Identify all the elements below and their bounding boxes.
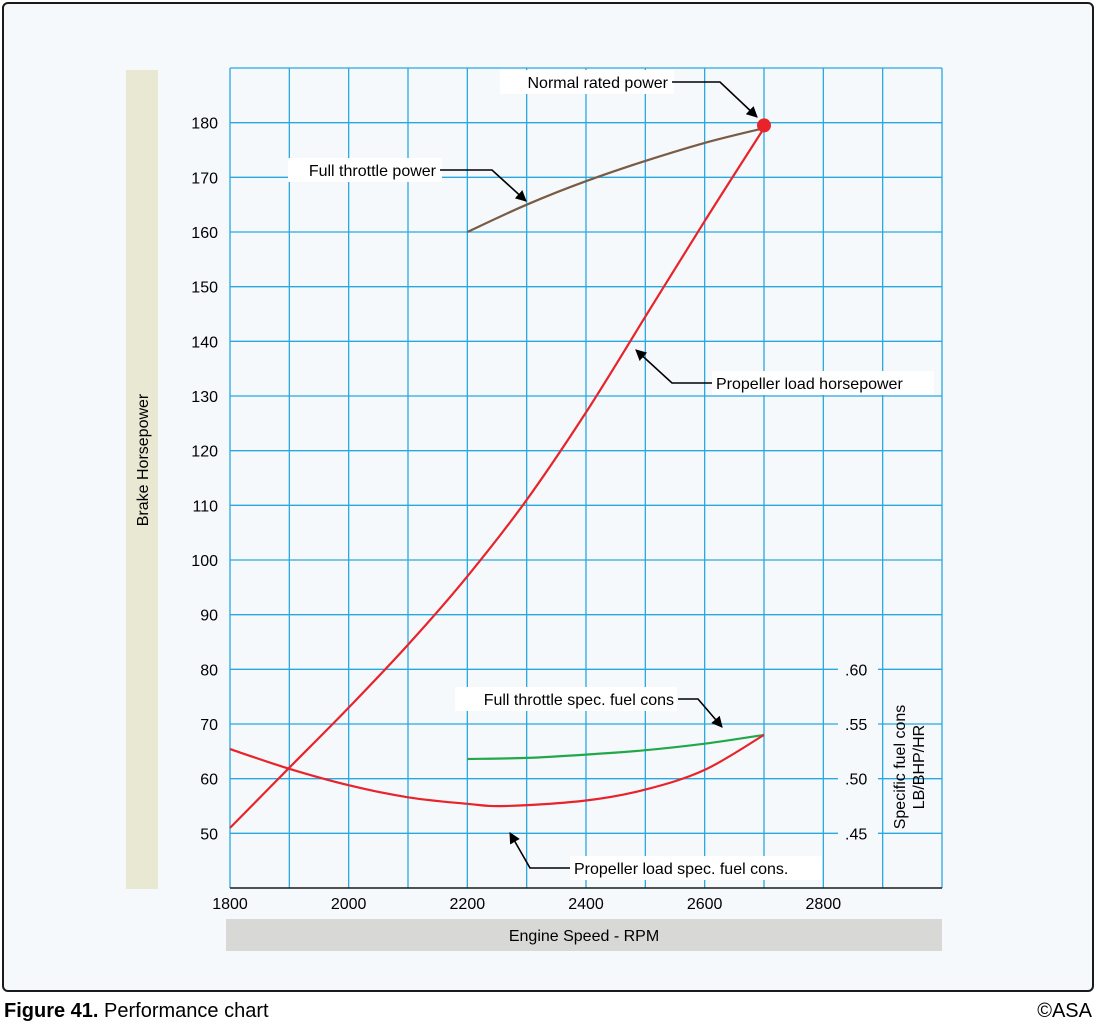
y2-tick-backing (838, 822, 878, 845)
annotations: Normal rated power Full throttle power Pro… (288, 70, 934, 880)
annotation-backing (288, 158, 442, 182)
annotation-leader (672, 81, 758, 118)
series-line-propeller-load-horsepower (229, 127, 765, 829)
y-tick-label: 60 (200, 772, 218, 789)
x-tick-label: 2600 (687, 896, 723, 913)
annotation-label: Normal rated power (528, 75, 669, 92)
x-tick-label: 1800 (212, 896, 248, 913)
y2-tick-label: .60 (845, 662, 867, 679)
annotation-label: Full throttle power (309, 163, 437, 180)
y-tick-label: 80 (200, 662, 218, 679)
annotation-backing (712, 371, 934, 395)
y2-tick-backing (838, 713, 878, 735)
annotation-leader (440, 169, 527, 202)
y-tick-label: 90 (200, 608, 218, 625)
y-axis-label-band (126, 70, 158, 889)
y-tick-label: 120 (191, 444, 218, 461)
y-tick-label: 130 (191, 389, 218, 406)
y2-tick-label: .50 (845, 772, 867, 789)
copyright: ©ASA (1037, 1000, 1092, 1022)
y2-axis-title-line1: Specific fuel cons (892, 705, 909, 830)
performance-chart: 50 60 70 80 90 100 110 120 130 140 150 160 170 180 180… (126, 67, 943, 951)
figure-title: Performance chart (104, 1000, 269, 1022)
y-tick-label: 50 (200, 826, 218, 843)
annotation-label: Propeller load horsepower (716, 376, 903, 393)
y2-tick-backing (838, 767, 878, 790)
y2-tick-label: .55 (845, 717, 867, 734)
y-axis-title: Brake Horsepower (135, 393, 152, 526)
y-tick-label: 100 (191, 553, 218, 570)
annotation-leader (509, 832, 570, 869)
annotation-backing (455, 687, 677, 711)
series-line-full-throttle-spec-fuel-cons (467, 733, 765, 761)
x-tick-label: 2800 (806, 896, 842, 913)
annotation-leader (678, 698, 723, 728)
x-tick-label: 2400 (568, 896, 604, 913)
y2-axis-title-line2: LB/BHP/HR (911, 725, 928, 809)
y-tick-label: 150 (191, 280, 218, 297)
annotation-leader (635, 349, 712, 384)
y2-tick-label: .45 (845, 826, 867, 843)
y-tick-label: 70 (200, 717, 218, 734)
x-axis-title: Engine Speed - RPM (509, 928, 659, 945)
y-tick-label: 110 (192, 498, 218, 515)
y-tick-label: 160 (191, 225, 218, 242)
normal-rated-power-marker (757, 118, 771, 133)
figure-frame (2, 2, 1094, 992)
figure-caption: Figure 41. Performance chart (4, 1000, 269, 1023)
annotation-label: Propeller load spec. fuel cons. (574, 861, 788, 878)
series-line-full-throttle-power (466, 127, 765, 233)
x-axis-label-band (226, 919, 942, 951)
y2-tick-backing (838, 658, 878, 681)
series-group (229, 118, 771, 829)
annotation-label: Full throttle spec. fuel cons (484, 692, 674, 709)
y-tick-label: 180 (191, 116, 218, 133)
annotation-backing (570, 856, 822, 880)
x-tick-label: 2000 (331, 896, 367, 913)
series-line-propeller-load-spec-fuel-cons (229, 733, 765, 808)
y-tick-label: 140 (191, 334, 218, 351)
y-tick-label: 170 (191, 170, 218, 187)
figure-number: Figure 41. (4, 1000, 99, 1022)
grid (229, 67, 943, 889)
x-tick-label: 2200 (450, 896, 486, 913)
tick-labels: 50 60 70 80 90 100 110 120 130 140 150 160 170 180 180… (191, 116, 878, 913)
annotation-backing (500, 70, 674, 94)
